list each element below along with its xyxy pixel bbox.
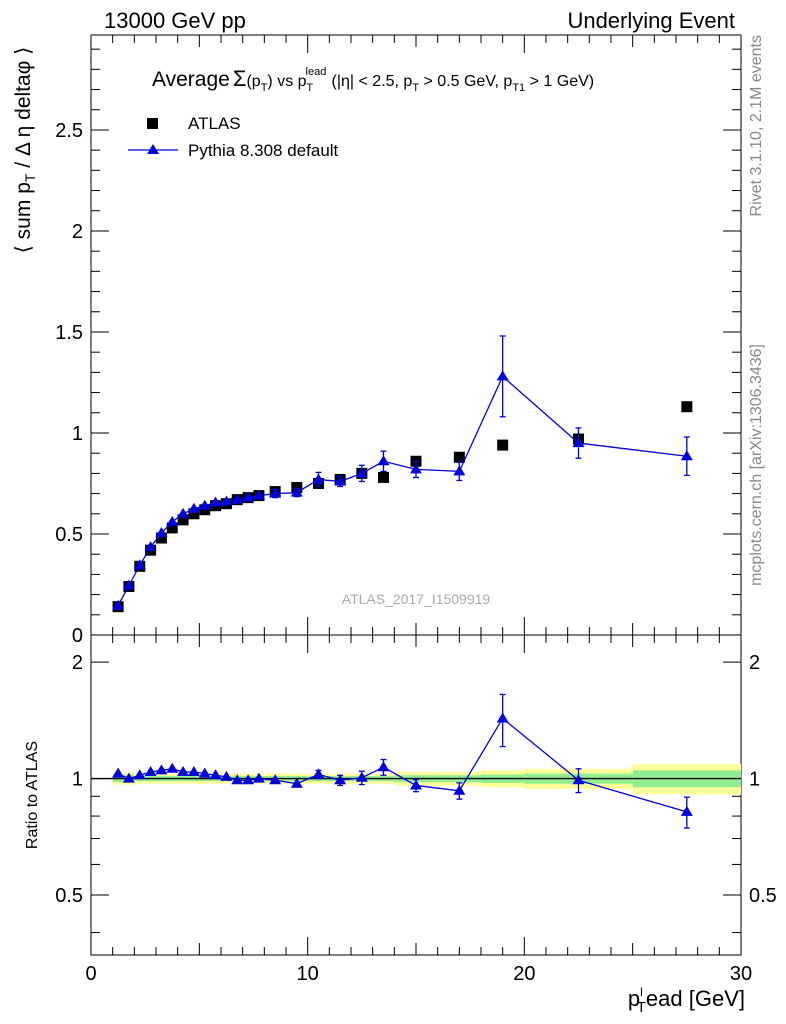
ratio-y-tick-label-left: 0.5: [55, 885, 83, 907]
ratio-pythia-point: [572, 774, 585, 785]
atlas-point: [681, 401, 693, 413]
ratio-pythia-point: [198, 767, 211, 778]
ratio-pythia-point: [231, 774, 244, 785]
pythia-point: [496, 370, 509, 381]
ratio-y-tick-label-left: 2: [72, 652, 83, 674]
x-tick-label: 30: [730, 963, 752, 985]
pythia-point: [355, 467, 368, 478]
ratio-pythia-point: [680, 805, 693, 816]
analysis-watermark: ATLAS_2017_I1509919: [342, 591, 491, 607]
pythia-point: [112, 599, 125, 610]
pythia-point: [187, 502, 200, 513]
pythia-point: [198, 499, 211, 510]
main-y-tick-label: 1.5: [55, 322, 83, 344]
atlas-point: [453, 451, 465, 463]
ratio-y-axis-label: Ratio to ATLAS: [24, 741, 41, 849]
atlas-point: [155, 532, 167, 544]
ratio-pythia-point: [209, 769, 222, 780]
main-y-tick-label: 2.5: [55, 120, 83, 142]
header-left-label: 13000 GeV pp: [104, 8, 246, 33]
ratio-pythia-point: [355, 771, 368, 782]
x-axis-label: pl Tead [GeV]: [628, 985, 745, 1016]
main-plot-marks: [112, 335, 693, 613]
pythia-point: [242, 491, 255, 502]
x-tick-label: 10: [297, 963, 319, 985]
legend-atlas-label: ATLAS: [188, 114, 241, 133]
ratio-pythia-point: [290, 777, 303, 788]
atlas-point: [166, 522, 178, 534]
ratio-panel-frame: [90, 634, 742, 956]
legend-pythia-marker: [147, 144, 159, 154]
legend-atlas-marker: [147, 118, 158, 129]
ratio-pythia-point: [242, 774, 255, 785]
main-y-tick-label: 1: [72, 423, 83, 445]
mcplots-label: mcplots.cern.ch [arXiv:1306.3436]: [748, 344, 765, 586]
ratio-pythia-point: [252, 772, 265, 783]
atlas-point: [497, 439, 509, 451]
pythia-point: [334, 475, 347, 486]
ratio-pythia-point: [453, 784, 466, 795]
main-axis-ticks: 0 0.5 1 1.5 2 2.5: [55, 35, 742, 647]
x-tick-label: 20: [513, 963, 535, 985]
ratio-y-tick-label-left: 1: [72, 769, 83, 791]
main-y-tick-label: 0.5: [55, 524, 83, 546]
rivet-version-label: Rivet 3.1.10, 2.1M events: [748, 35, 765, 216]
ratio-pythia-point: [269, 774, 282, 785]
pythia-point: [680, 450, 693, 461]
pythia-point: [231, 493, 244, 504]
ratio-pythia-point: [496, 712, 509, 723]
ratio-y-tick-label-right: 0.5: [749, 885, 777, 907]
pythia-point: [453, 465, 466, 476]
ratio-pythia-point: [122, 772, 135, 783]
ratio-y-tick-label-right: 2: [749, 652, 760, 674]
pythia-point: [220, 495, 233, 506]
ratio-pythia-point: [312, 768, 325, 779]
ratio-pythia-line: [117, 717, 688, 813]
atlas-point: [199, 504, 211, 516]
ratio-pythia-point: [334, 774, 347, 785]
ratio-pythia-point: [177, 765, 190, 776]
pythia-point: [377, 455, 390, 466]
pythia-point: [269, 487, 282, 498]
pythia-point: [290, 486, 303, 497]
pythia-point: [144, 541, 157, 552]
legend: ATLAS Pythia 8.308 default: [128, 114, 339, 160]
atlas-point: [188, 508, 200, 520]
pythia-point: [122, 579, 135, 590]
ratio-pythia-point: [112, 767, 125, 778]
ratio-pythia-point: [133, 769, 146, 780]
pythia-point: [166, 515, 179, 526]
atlas-point: [378, 471, 389, 483]
ratio-pythia-point: [166, 762, 179, 773]
main-y-tick-label: 2: [72, 221, 83, 243]
atlas-point: [177, 514, 189, 526]
header-right-label: Underlying Event: [567, 8, 735, 33]
pythia-point: [410, 463, 422, 474]
legend-pythia-label: Pythia 8.308 default: [188, 141, 339, 160]
main-y-tick-label: 0: [72, 625, 83, 647]
pythia-point: [155, 526, 168, 537]
pythia-point: [312, 473, 325, 484]
ratio-pythia-point: [377, 761, 390, 772]
ratio-pythia-point: [187, 765, 200, 776]
ratio-pythia-point: [220, 770, 233, 781]
main-title: Average Σ(pT) vs plead T (|η| < 2.5, pT > …: [152, 66, 594, 94]
pythia-point: [252, 489, 265, 500]
ratio-pythia-point: [155, 764, 168, 775]
pythia-point: [177, 507, 190, 518]
ratio-y-tick-label-right: 1: [749, 769, 760, 791]
pythia-point: [133, 559, 146, 570]
ratio-pythia-point: [144, 765, 157, 776]
pythia-point: [209, 496, 222, 507]
ratio-pythia-point: [410, 779, 422, 790]
main-y-axis-label: ⟨ sum pT / Δ η deltaφ ⟩: [12, 47, 38, 254]
pythia-point: [572, 437, 585, 448]
ratio-plot-marks: [112, 693, 693, 829]
x-tick-label: 0: [85, 963, 96, 985]
pythia-line: [117, 375, 687, 607]
ratio-axis-ticks: 0.5 0.51 12 20 10 20 30: [55, 635, 777, 985]
